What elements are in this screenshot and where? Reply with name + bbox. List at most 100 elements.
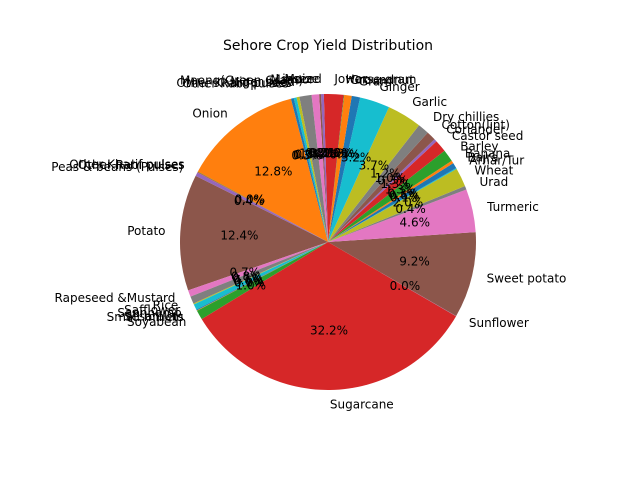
slice-label: Arhar/Tur bbox=[469, 154, 524, 168]
slice-percent-label: 4.6% bbox=[400, 216, 431, 230]
pie-slice bbox=[197, 171, 328, 242]
slice-percent-label: 1.0% bbox=[375, 171, 406, 185]
slice-label: Maize bbox=[284, 72, 319, 86]
pie-slice bbox=[328, 189, 476, 242]
pie-slice bbox=[188, 242, 328, 297]
slice-label: Small millets bbox=[107, 310, 184, 324]
pie-slice bbox=[328, 141, 445, 242]
chart-title: Sehore Crop Yield Distribution bbox=[223, 38, 433, 54]
slice-label: Rice bbox=[153, 299, 179, 313]
pie-slice bbox=[328, 160, 454, 242]
pie-labels: Onion 12.8% Other Kharif pulses 0.0% Other R… bbox=[51, 72, 567, 411]
slice-label: Other Rabi pulses bbox=[78, 158, 185, 172]
pie-slice bbox=[328, 150, 452, 242]
pie-slice bbox=[328, 232, 477, 317]
slice-percent-label: 12.4% bbox=[220, 229, 258, 243]
pie-slice bbox=[299, 94, 328, 242]
pie-slice bbox=[328, 139, 437, 242]
slice-label: Sweet potato bbox=[487, 271, 567, 285]
slice-label: Linseed bbox=[276, 72, 322, 86]
pie-slice bbox=[190, 242, 328, 304]
pie-slice bbox=[201, 242, 457, 390]
slice-percent-label: 2.1% bbox=[316, 146, 347, 160]
slice-percent-label: 0.0% bbox=[322, 146, 353, 160]
slice-percent-label: 3.7% bbox=[359, 159, 390, 173]
slice-label: Sannhamp bbox=[117, 306, 181, 320]
slice-label: Sesamum bbox=[124, 309, 184, 323]
slice-percent-label: 32.2% bbox=[310, 323, 348, 337]
pie-slice bbox=[197, 172, 328, 242]
pie-slice bbox=[328, 107, 419, 242]
slice-percent-label: 0.4% bbox=[395, 202, 426, 216]
slice-percent-label: 1.3% bbox=[385, 183, 416, 197]
slice-label: Other Kharif pulses bbox=[176, 76, 291, 90]
slice-percent-label: 1.3% bbox=[299, 147, 330, 161]
slice-label: Wheat bbox=[474, 163, 513, 177]
slice-label: Masoor bbox=[270, 72, 314, 86]
pie-slice bbox=[328, 163, 457, 242]
pie-slice bbox=[293, 97, 328, 242]
pie-slice bbox=[197, 98, 328, 243]
slice-percent-label: 9.2% bbox=[399, 255, 430, 269]
pie-slice bbox=[328, 185, 467, 242]
pie-slice bbox=[193, 242, 328, 310]
slice-percent-label: 0.3% bbox=[309, 146, 340, 160]
slice-percent-label: 0.3% bbox=[387, 187, 418, 201]
slice-percent-label: 0.8% bbox=[305, 146, 336, 160]
pie-slice bbox=[196, 242, 328, 311]
slice-percent-label: 12.8% bbox=[254, 165, 292, 179]
slice-label: Groundnut bbox=[350, 73, 414, 87]
pie-slice bbox=[328, 94, 345, 242]
pie-slice bbox=[290, 98, 328, 242]
slice-label: Potato bbox=[127, 224, 165, 238]
slice-percent-label: 0.7% bbox=[230, 265, 261, 279]
pie-slice bbox=[296, 96, 328, 242]
slice-percent-label: 0.3% bbox=[377, 174, 408, 188]
pie-slice bbox=[323, 94, 344, 242]
slice-label: Banana bbox=[465, 147, 511, 161]
slice-percent-label: 0.8% bbox=[325, 147, 356, 161]
pie-slice bbox=[320, 94, 328, 242]
slice-label: Turmeric bbox=[486, 200, 539, 214]
slice-percent-label: 0.3% bbox=[291, 148, 322, 162]
slice-percent-label: 0.0% bbox=[235, 192, 266, 206]
slice-label: Castor seed bbox=[452, 129, 523, 143]
slice-label: Niger seed bbox=[230, 75, 295, 89]
slice-label: Sunflower bbox=[469, 316, 529, 330]
slice-percent-label: 0.0% bbox=[234, 193, 265, 207]
pie-slice bbox=[328, 168, 457, 242]
slice-percent-label: 0.1% bbox=[390, 190, 421, 204]
slice-percent-label: 0.2% bbox=[308, 146, 339, 160]
pie-slices bbox=[179, 94, 477, 390]
slice-label: Safflower bbox=[124, 303, 180, 317]
pie-slice bbox=[195, 172, 328, 242]
pie-slice bbox=[328, 242, 457, 317]
slice-percent-label: 0.6% bbox=[389, 189, 420, 203]
pie-slice bbox=[179, 175, 328, 291]
slice-percent-label: 0.8% bbox=[231, 269, 262, 283]
slice-label: Sugarcane bbox=[330, 397, 394, 411]
slice-label: Barley bbox=[460, 140, 498, 154]
slice-percent-label: 0.1% bbox=[232, 272, 263, 286]
slice-label: Urad bbox=[480, 175, 509, 189]
slice-percent-label: 0.0% bbox=[390, 279, 421, 293]
slice-percent-label: 0.0% bbox=[234, 276, 265, 290]
pie-slice bbox=[319, 94, 328, 242]
slice-label: Other Rabi pulses bbox=[182, 77, 289, 91]
slice-label: Jowar bbox=[333, 72, 367, 86]
slice-label: Onion bbox=[192, 106, 227, 120]
slice-label: Ginger bbox=[380, 80, 420, 94]
pie-slice bbox=[196, 242, 328, 311]
slice-label: Horse-gram bbox=[346, 73, 417, 87]
slice-label: Bajra bbox=[467, 151, 498, 165]
pie-slice bbox=[328, 94, 352, 242]
slice-label: Other Kharif pulses bbox=[69, 157, 184, 171]
slice-label: Soyabean bbox=[127, 315, 186, 329]
slice-percent-label: 1.2% bbox=[370, 167, 401, 181]
slice-label: Rapeseed &Mustard bbox=[55, 291, 176, 305]
slice-percent-label: 0.4% bbox=[234, 194, 265, 208]
slice-label: Garlic bbox=[412, 95, 447, 109]
pie-slice bbox=[311, 94, 328, 243]
